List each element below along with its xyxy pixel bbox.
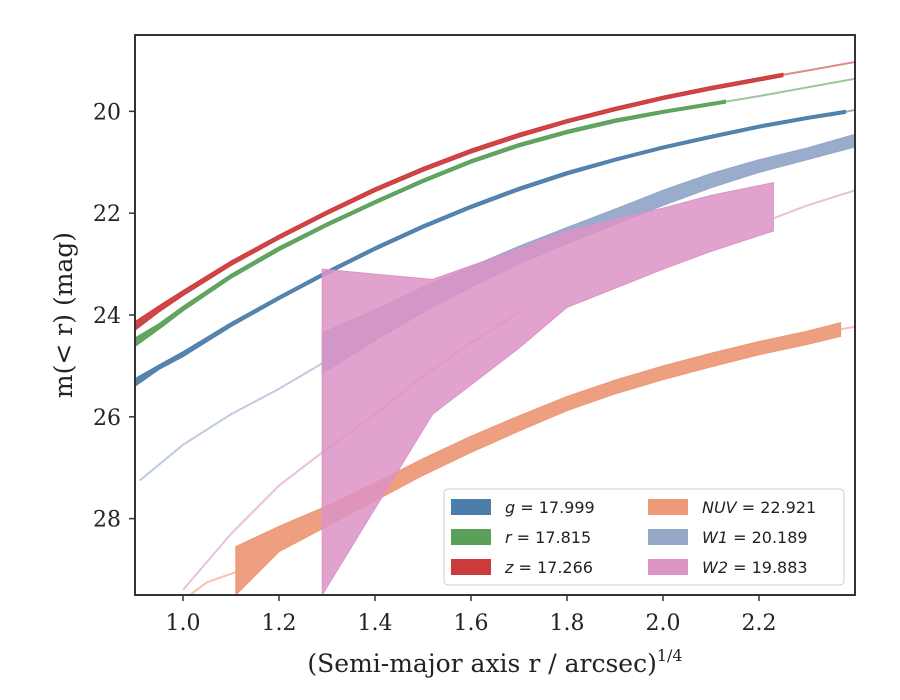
- series-w1-extension: [139, 362, 323, 482]
- y-axis: 20 22 24 26 28: [93, 100, 135, 533]
- x-axis: 1.0 1.2 1.4 1.6 1.8 2.0 2.2: [166, 595, 777, 636]
- legend-swatch-z: [451, 559, 491, 575]
- legend-label-nuv: NUV = 22.921: [702, 498, 816, 517]
- series-nuv-band: [235, 321, 842, 595]
- series-w2-band: [321, 182, 774, 595]
- legend: g = 17.999 r = 17.815 z = 17.266 NUV = 22.9…: [443, 488, 845, 586]
- y-tick-label: 28: [93, 508, 121, 533]
- series-g-band: [135, 109, 846, 387]
- y-tick-label: 24: [93, 304, 121, 329]
- x-axis-label: (Semi-major axis r / arcsec)1/4: [307, 646, 682, 678]
- legend-label-z: z = 17.266: [504, 558, 593, 577]
- x-tick-label: 1.4: [358, 611, 393, 636]
- legend-label-w1: W1 = 20.189: [702, 528, 808, 547]
- series-w2-extension-end: [773, 189, 855, 220]
- series-nuv-extension-end: [840, 325, 855, 331]
- x-tick-label: 1.8: [550, 611, 585, 636]
- y-tick-label: 20: [93, 100, 121, 125]
- series-r-extension: [725, 77, 855, 103]
- legend-label-w2: W2 = 19.883: [702, 558, 808, 577]
- series-z-extension: [782, 60, 855, 76]
- chart-series-layer: [135, 60, 855, 595]
- legend-swatch-w2: [648, 559, 688, 575]
- legend-label-g: g = 17.999: [505, 498, 595, 517]
- y-tick-label: 22: [93, 202, 121, 227]
- x-tick-label: 1.6: [454, 611, 489, 636]
- series-g-extension: [845, 108, 855, 113]
- y-tick-label: 26: [93, 406, 121, 431]
- x-tick-label: 2.0: [646, 611, 681, 636]
- legend-swatch-w1: [648, 529, 688, 545]
- x-tick-label: 2.2: [742, 611, 777, 636]
- legend-swatch-nuv: [648, 499, 688, 515]
- legend-box: [443, 488, 845, 586]
- series-z-band: [135, 72, 784, 331]
- legend-swatch-g: [451, 499, 491, 515]
- y-axis-label: m(< r) (mag): [49, 232, 78, 398]
- series-r-band: [135, 99, 726, 348]
- x-tick-label: 1.0: [166, 611, 201, 636]
- x-tick-label: 1.2: [262, 611, 297, 636]
- legend-swatch-r: [451, 529, 491, 545]
- legend-label-r: r = 17.815: [505, 528, 591, 547]
